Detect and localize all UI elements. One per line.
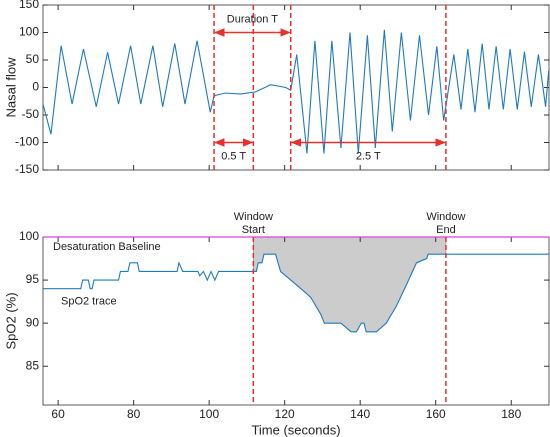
series-label: SpO2 trace [61,296,117,308]
interval-label: Duration T [227,13,278,25]
x-tick-label: 140 [350,407,370,421]
x-tick-label: 80 [127,407,141,421]
interval-label: 0.5 T [221,150,246,162]
y-tick-label: 90 [26,315,40,329]
baseline-label: Desaturation Baseline [53,241,161,253]
x-tick-label: 100 [199,407,219,421]
y-tick-label: -150 [15,162,39,176]
y-tick-label: -100 [15,135,39,149]
y-tick-label: -50 [22,107,40,121]
x-tick-label: 180 [501,407,521,421]
y-tick-label: 100 [19,229,39,243]
y-axis-label: SpO2 (%) [3,292,18,349]
data-line [43,253,549,333]
x-tick-label: 120 [275,407,295,421]
x-tick-label: 160 [426,407,446,421]
y-tick-label: 100 [19,25,39,39]
y-tick-label: 0 [32,80,39,94]
interval-label: 2.5 T [356,150,381,162]
y-tick-label: 150 [19,0,39,11]
x-tick-label: 60 [51,407,65,421]
data-line [43,29,549,154]
y-tick-label: 50 [26,52,40,66]
y-tick-label: 85 [26,358,40,372]
desaturation-area [253,236,447,333]
window-label: Window Start [234,211,273,236]
x-axis-label: Time (seconds) [251,422,340,437]
window-label: Window End [426,211,465,236]
y-axis-label: Nasal flow [3,57,18,118]
axes-box [42,4,550,171]
y-tick-label: 95 [26,272,40,286]
